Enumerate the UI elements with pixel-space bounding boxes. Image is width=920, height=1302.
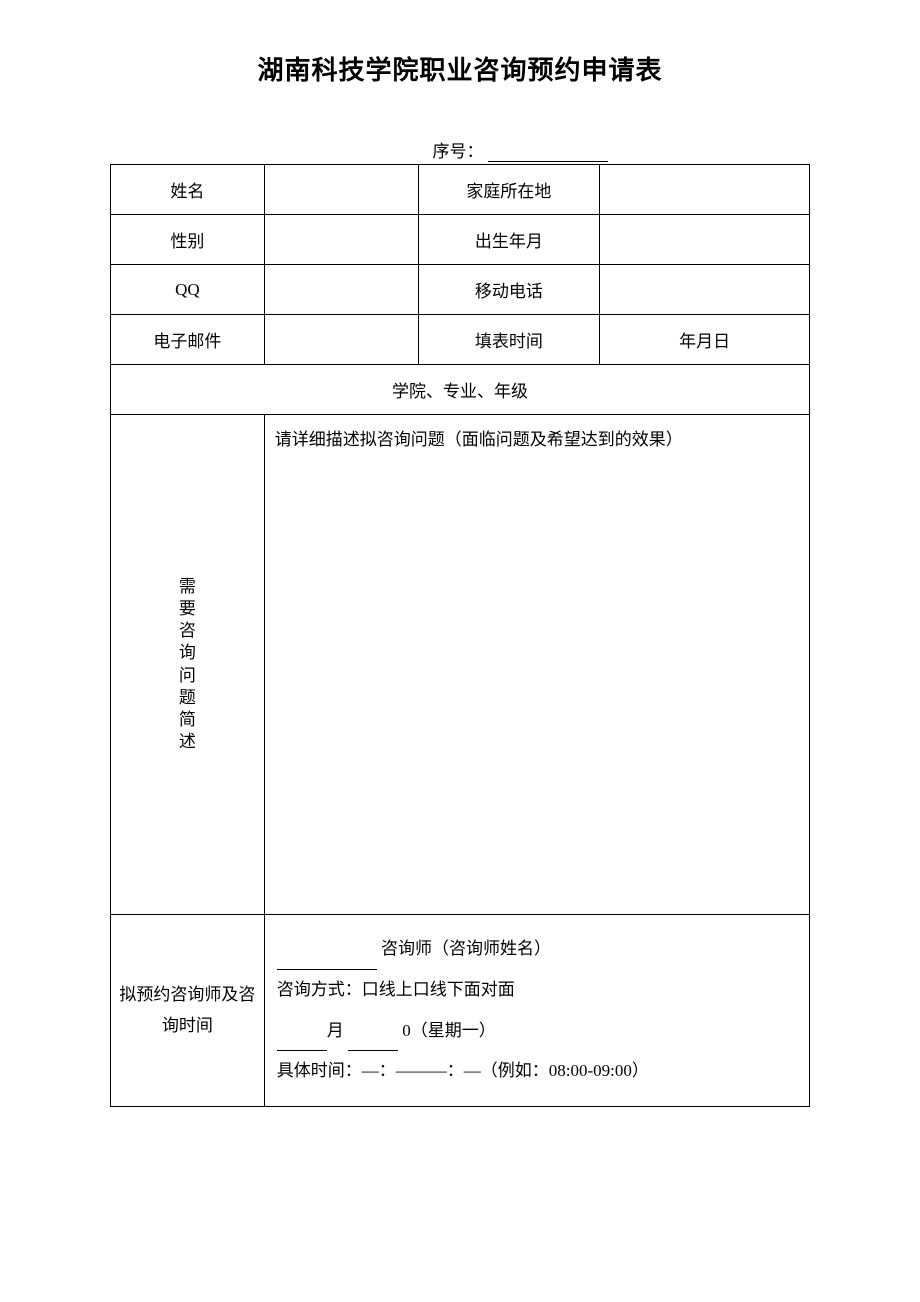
question-side-char-2: 咨 xyxy=(119,620,256,642)
label-schedule-side: 拟预约咨询师及咨询时间 xyxy=(111,915,265,1107)
row-email-filldate: 电子邮件 填表时间 年月日 xyxy=(111,315,810,365)
question-side-char-0: 需 xyxy=(119,576,256,598)
schedule-date-line: 月 0（星期一） xyxy=(277,1011,797,1052)
month-blank[interactable] xyxy=(277,1035,327,1051)
value-birth[interactable] xyxy=(600,215,810,265)
question-side-char-1: 要 xyxy=(119,598,256,620)
serial-number-row: 序号： xyxy=(110,137,810,162)
college-label-text: 学院、专业、年级 xyxy=(392,382,528,401)
schedule-method-line: 咨询方式：口线上口线下面对面 xyxy=(277,970,797,1011)
schedule-side-text: 拟预约咨询师及咨询时间 xyxy=(119,985,255,1035)
value-phone[interactable] xyxy=(600,265,810,315)
value-email[interactable] xyxy=(264,315,418,365)
application-form-table: 姓名 家庭所在地 性别 出生年月 QQ 移动电话 电子邮件 填表时间 年月日 学… xyxy=(110,164,810,1107)
label-college[interactable]: 学院、专业、年级 xyxy=(111,365,810,415)
question-side-char-6: 简 xyxy=(119,709,256,731)
day-suffix: 0（星期一） xyxy=(398,1021,496,1040)
question-side-char-4: 问 xyxy=(119,665,256,687)
value-name[interactable] xyxy=(264,165,418,215)
day-blank[interactable] xyxy=(348,1035,398,1051)
value-gender[interactable] xyxy=(264,215,418,265)
page-title: 湖南科技学院职业咨询预约申请表 xyxy=(110,50,810,87)
row-question: 需 要 咨 询 问 题 简 述 请详细描述拟咨询问题（面临问题及希望达到的效果） xyxy=(111,415,810,915)
schedule-cell[interactable]: 咨询师（咨询师姓名） 咨询方式：口线上口线下面对面 月 0（星期一） 具体时间：… xyxy=(264,915,809,1107)
label-gender: 性别 xyxy=(111,215,265,265)
label-home: 家庭所在地 xyxy=(418,165,600,215)
label-birth: 出生年月 xyxy=(418,215,600,265)
label-qq: QQ xyxy=(111,265,265,315)
row-qq-phone: QQ 移动电话 xyxy=(111,265,810,315)
consultant-blank[interactable] xyxy=(277,954,377,970)
label-phone: 移动电话 xyxy=(418,265,600,315)
question-side-char-3: 询 xyxy=(119,642,256,664)
question-side-char-7: 述 xyxy=(119,731,256,753)
row-college: 学院、专业、年级 xyxy=(111,365,810,415)
question-prompt: 请详细描述拟咨询问题（面临问题及希望达到的效果） xyxy=(275,430,683,449)
schedule-consultant-line: 咨询师（咨询师姓名） xyxy=(277,929,797,970)
value-home[interactable] xyxy=(600,165,810,215)
month-label: 月 xyxy=(327,1021,344,1040)
label-filldate: 填表时间 xyxy=(418,315,600,365)
question-side-char-5: 题 xyxy=(119,687,256,709)
label-question-side: 需 要 咨 询 问 题 简 述 xyxy=(111,415,265,915)
value-qq[interactable] xyxy=(264,265,418,315)
question-description-cell[interactable]: 请详细描述拟咨询问题（面临问题及希望达到的效果） xyxy=(264,415,809,915)
row-name-home: 姓名 家庭所在地 xyxy=(111,165,810,215)
row-gender-birth: 性别 出生年月 xyxy=(111,215,810,265)
label-name: 姓名 xyxy=(111,165,265,215)
serial-label: 序号： xyxy=(433,142,484,161)
serial-blank[interactable] xyxy=(488,144,608,162)
schedule-time-line: 具体时间：—：———：—（例如：08:00-09:00） xyxy=(277,1051,797,1092)
row-schedule: 拟预约咨询师及咨询时间 咨询师（咨询师姓名） 咨询方式：口线上口线下面对面 月 … xyxy=(111,915,810,1107)
consultant-suffix: 咨询师（咨询师姓名） xyxy=(377,939,551,958)
value-filldate[interactable]: 年月日 xyxy=(600,315,810,365)
label-email: 电子邮件 xyxy=(111,315,265,365)
